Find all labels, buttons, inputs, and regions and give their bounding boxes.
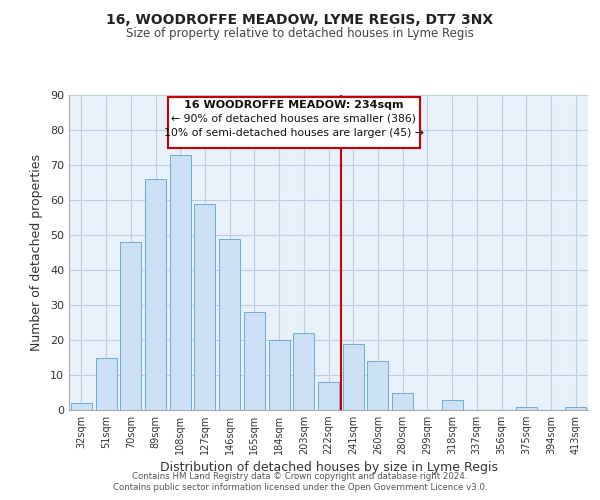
Text: Contains HM Land Registry data © Crown copyright and database right 2024.: Contains HM Land Registry data © Crown c… — [132, 472, 468, 481]
Bar — [244, 312, 265, 410]
Bar — [168, 97, 420, 148]
Bar — [71, 403, 92, 410]
Y-axis label: Number of detached properties: Number of detached properties — [30, 154, 43, 351]
Bar — [318, 382, 339, 410]
Text: Size of property relative to detached houses in Lyme Regis: Size of property relative to detached ho… — [126, 28, 474, 40]
Bar — [95, 358, 116, 410]
Bar — [120, 242, 141, 410]
Bar — [442, 400, 463, 410]
Text: Contains public sector information licensed under the Open Government Licence v3: Contains public sector information licen… — [113, 484, 487, 492]
Bar — [269, 340, 290, 410]
X-axis label: Distribution of detached houses by size in Lyme Regis: Distribution of detached houses by size … — [160, 462, 497, 474]
Bar — [194, 204, 215, 410]
Text: 10% of semi-detached houses are larger (45) →: 10% of semi-detached houses are larger (… — [164, 128, 424, 138]
Bar — [170, 154, 191, 410]
Text: ← 90% of detached houses are smaller (386): ← 90% of detached houses are smaller (38… — [172, 114, 416, 124]
Bar — [516, 406, 537, 410]
Bar — [293, 333, 314, 410]
Bar — [392, 392, 413, 410]
Bar — [145, 179, 166, 410]
Text: 16 WOODROFFE MEADOW: 234sqm: 16 WOODROFFE MEADOW: 234sqm — [184, 100, 404, 110]
Bar — [367, 361, 388, 410]
Bar — [565, 406, 586, 410]
Text: 16, WOODROFFE MEADOW, LYME REGIS, DT7 3NX: 16, WOODROFFE MEADOW, LYME REGIS, DT7 3N… — [106, 12, 494, 26]
Bar — [219, 238, 240, 410]
Bar — [343, 344, 364, 410]
